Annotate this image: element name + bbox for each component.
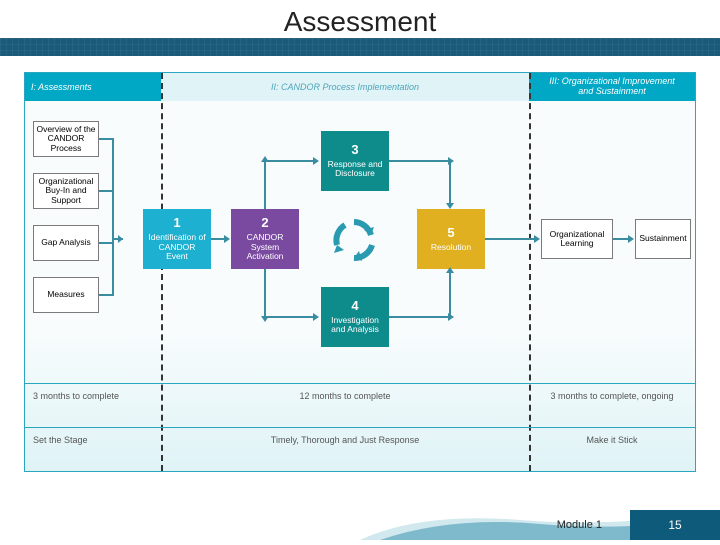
footer-module: Module 1 (517, 510, 630, 540)
assessment-connector (99, 121, 129, 321)
arrow-5-o1 (485, 238, 535, 240)
step-2-num: 2 (261, 216, 268, 231)
slide-title: Assessment (278, 6, 443, 38)
timeline-row: 3 months to complete 12 months to comple… (25, 385, 695, 407)
arrow-4-5-h (389, 316, 449, 318)
timeline-3: 3 months to complete, ongoing (529, 385, 695, 407)
step-4-label: Investigation and Analysis (325, 316, 385, 336)
section-3-line2: and Sustainment (578, 87, 646, 97)
step-5-label: Resolution (431, 243, 471, 253)
step-1: 1 Identification of CANDOR Event (143, 209, 211, 269)
arrow-o1-o2 (613, 238, 629, 240)
step-3-num: 3 (351, 143, 358, 158)
title-band-bg (0, 38, 720, 56)
slide-footer: Module 1 15 (0, 500, 720, 540)
cycle-icon (325, 215, 383, 265)
flow-main: Overview of the CANDOR Process Organizat… (25, 101, 695, 383)
tagline-row: Set the Stage Timely, Thorough and Just … (25, 429, 695, 451)
timeline-2: 12 months to complete (161, 385, 529, 407)
step-4-num: 4 (351, 299, 358, 314)
tagline-2: Timely, Thorough and Just Response (161, 429, 529, 451)
arrow-2-4-h (264, 316, 314, 318)
section-1-header: I: Assessments (25, 73, 161, 101)
step-3: 3 Response and Disclosure (321, 131, 389, 191)
assessment-box-measures: Measures (33, 277, 99, 313)
hline-1 (25, 383, 695, 384)
title-band: Assessment (0, 0, 720, 56)
assessment-box-gap: Gap Analysis (33, 225, 99, 261)
step-1-num: 1 (173, 216, 180, 231)
step-4: 4 Investigation and Analysis (321, 287, 389, 347)
outcome-learning: Organizational Learning (541, 219, 613, 259)
section-headers: I: Assessments II: CANDOR Process Implem… (25, 73, 695, 101)
arrow-2-4-v (264, 269, 266, 317)
tagline-3: Make it Stick (529, 429, 695, 451)
step-5-num: 5 (447, 226, 454, 241)
arrow-1-2 (211, 238, 225, 240)
arrow-2-3-v (264, 161, 266, 209)
step-1-label: Identification of CANDOR Event (147, 233, 207, 262)
section-2-header: II: CANDOR Process Implementation (161, 73, 529, 101)
candor-diagram: I: Assessments II: CANDOR Process Implem… (24, 72, 696, 472)
arrow-4-5-v (449, 272, 451, 318)
step-2: 2 CANDOR System Activation (231, 209, 299, 269)
section-3-header: III: Organizational Improvement and Sust… (529, 73, 695, 101)
footer-page: 15 (630, 510, 720, 540)
arrow-3-5-v (449, 160, 451, 204)
step-3-label: Response and Disclosure (325, 160, 385, 180)
slide: Assessment I: Assessments II: CANDOR Pro… (0, 0, 720, 540)
arrow-3-5-h (389, 160, 449, 162)
arrow-2-3-h (264, 160, 314, 162)
step-5: 5 Resolution (417, 209, 485, 269)
tagline-1: Set the Stage (25, 429, 161, 451)
outcome-sustainment: Sustainment (635, 219, 691, 259)
timeline-1: 3 months to complete (25, 385, 161, 407)
assessment-box-buyin: Organizational Buy-In and Support (33, 173, 99, 209)
assessment-box-overview: Overview of the CANDOR Process (33, 121, 99, 157)
step-2-label: CANDOR System Activation (235, 233, 295, 262)
hline-2 (25, 427, 695, 428)
